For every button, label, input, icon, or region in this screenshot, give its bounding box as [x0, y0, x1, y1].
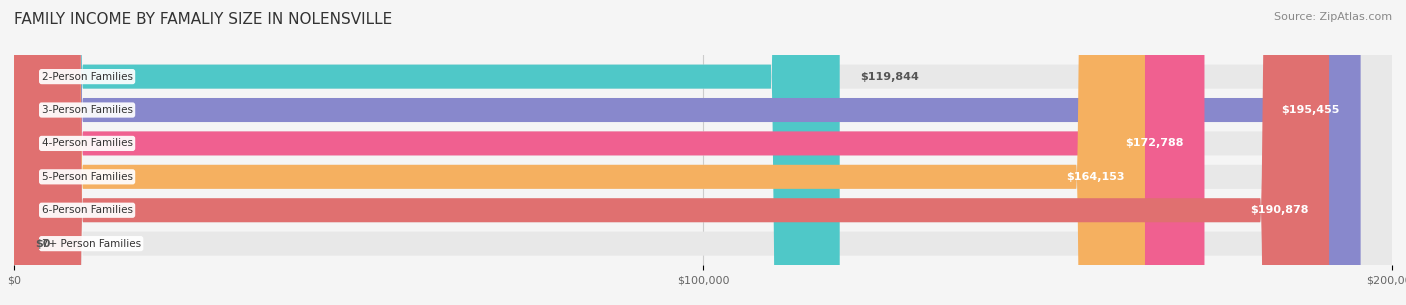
Text: 4-Person Families: 4-Person Families [42, 138, 132, 149]
FancyBboxPatch shape [14, 0, 839, 305]
FancyBboxPatch shape [14, 0, 1205, 305]
FancyBboxPatch shape [14, 0, 1329, 305]
Text: 7+ Person Families: 7+ Person Families [42, 239, 141, 249]
FancyBboxPatch shape [14, 0, 1392, 305]
Text: 2-Person Families: 2-Person Families [42, 72, 132, 82]
Text: Source: ZipAtlas.com: Source: ZipAtlas.com [1274, 12, 1392, 22]
Text: 6-Person Families: 6-Person Families [42, 205, 132, 215]
Text: $119,844: $119,844 [860, 72, 920, 82]
FancyBboxPatch shape [14, 0, 1144, 305]
Text: $164,153: $164,153 [1066, 172, 1125, 182]
FancyBboxPatch shape [14, 0, 1392, 305]
FancyBboxPatch shape [14, 0, 1392, 305]
Text: $195,455: $195,455 [1282, 105, 1340, 115]
Text: $172,788: $172,788 [1125, 138, 1184, 149]
Text: FAMILY INCOME BY FAMALIY SIZE IN NOLENSVILLE: FAMILY INCOME BY FAMALIY SIZE IN NOLENSV… [14, 12, 392, 27]
FancyBboxPatch shape [14, 0, 1392, 305]
Text: 5-Person Families: 5-Person Families [42, 172, 132, 182]
FancyBboxPatch shape [14, 0, 1392, 305]
Text: 3-Person Families: 3-Person Families [42, 105, 132, 115]
FancyBboxPatch shape [14, 0, 1361, 305]
Text: $0: $0 [35, 239, 51, 249]
Text: $190,878: $190,878 [1250, 205, 1309, 215]
FancyBboxPatch shape [14, 0, 1392, 305]
